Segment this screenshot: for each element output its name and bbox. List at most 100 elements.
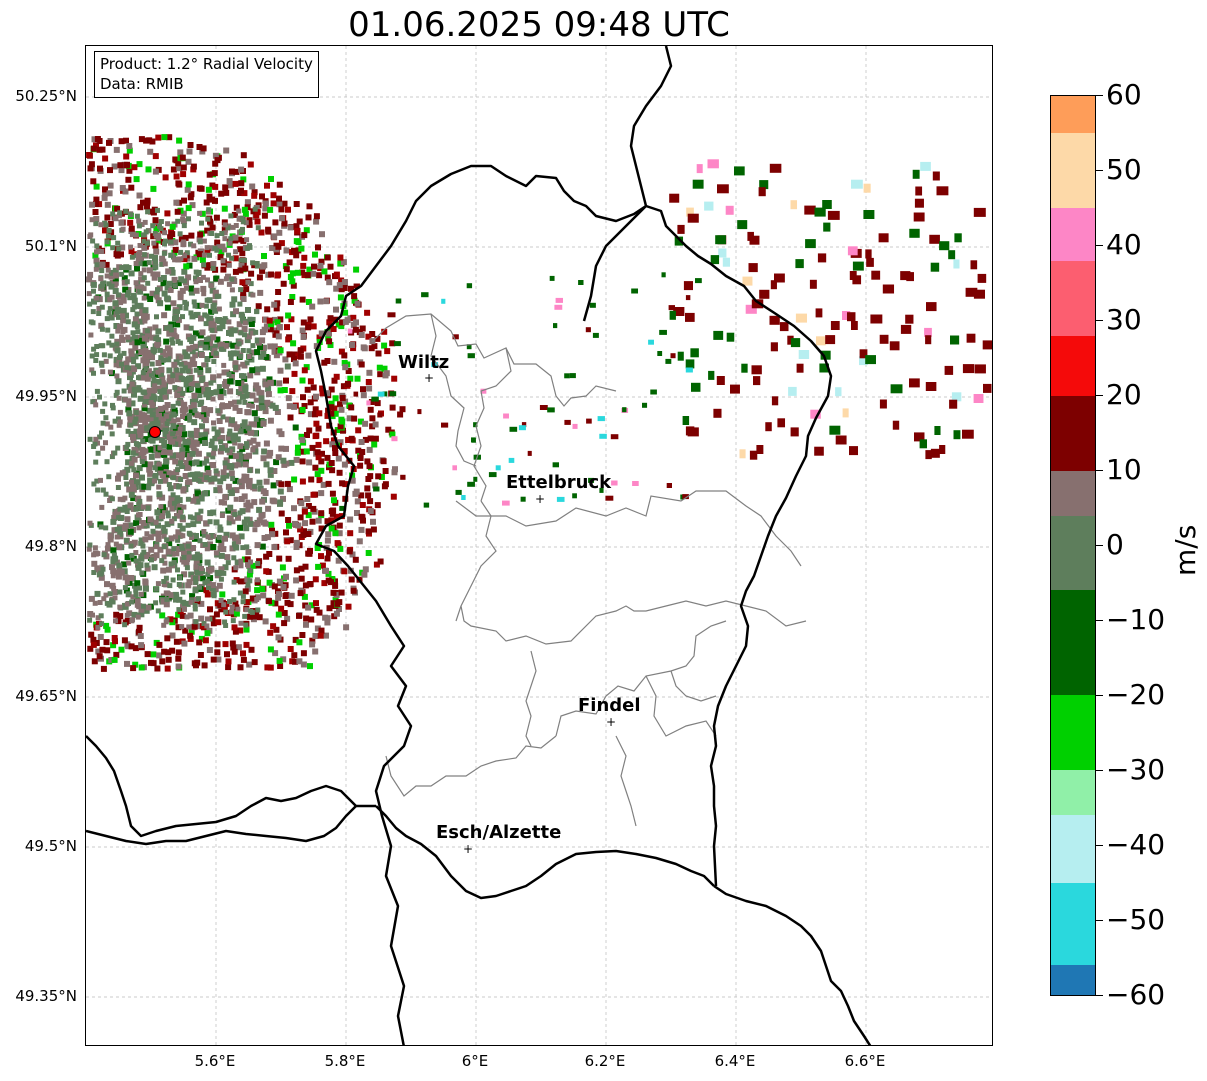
echo-pixel — [172, 283, 178, 289]
echo-pixel — [338, 589, 345, 596]
echo-pixel — [88, 631, 95, 638]
echo-pixel — [387, 312, 396, 318]
echo-pixel — [114, 347, 121, 354]
echo-pixel — [266, 551, 273, 557]
echo-pixel — [211, 533, 217, 539]
echo-pixel — [93, 216, 100, 222]
echo-pixel — [256, 479, 263, 486]
echo-pixel — [168, 267, 175, 273]
echo-pixel — [142, 399, 148, 405]
echo-pixel — [357, 455, 364, 461]
echo-pixel — [171, 407, 178, 414]
echo-pixel — [199, 257, 206, 263]
echo-pixel — [240, 593, 246, 599]
echo-pixel — [161, 528, 168, 535]
echo-pixel — [296, 658, 303, 665]
echo-pixel — [399, 406, 406, 413]
echo-pixel — [205, 367, 212, 374]
echo-pixel — [187, 413, 193, 418]
echo-pixel — [199, 623, 206, 630]
echo-pixel — [94, 344, 100, 349]
echo-pixel — [102, 401, 108, 407]
echo-pixel — [316, 272, 323, 279]
echo-pixel — [547, 407, 555, 413]
echo-pixel — [103, 415, 109, 421]
echo-pixel — [230, 618, 236, 624]
echo-pixel — [252, 483, 258, 489]
echo-pixel — [179, 407, 186, 414]
echo-pixel — [162, 261, 168, 267]
echo-pixel — [804, 205, 816, 215]
city-markers: +Wiltz+Ettelbruck+Findel+Esch/Alzette — [398, 352, 641, 856]
echo-pixel — [342, 309, 349, 316]
echo-pixel — [683, 281, 694, 291]
echo-pixel — [365, 528, 372, 535]
echo-pixel — [158, 219, 164, 224]
echo-pixel — [197, 393, 203, 399]
echo-pixel — [303, 615, 310, 622]
echo-pixel — [240, 656, 247, 663]
echo-pixel — [204, 475, 210, 481]
echo-pixel — [161, 250, 167, 256]
echo-pixel — [247, 502, 254, 509]
radar-site-marker[interactable] — [149, 426, 161, 438]
echo-pixel — [209, 585, 216, 592]
echo-pixel — [228, 470, 235, 477]
echo-pixel — [122, 504, 128, 510]
echo-pixel — [756, 445, 764, 454]
echo-pixel — [210, 374, 217, 381]
echo-pixel — [381, 365, 388, 372]
echo-pixel — [222, 535, 228, 542]
echo-pixel — [131, 304, 137, 310]
echo-pixel — [127, 387, 134, 394]
echo-pixel — [93, 358, 99, 363]
echo-pixel — [188, 628, 195, 635]
echo-pixel — [305, 531, 312, 537]
echo-pixel — [136, 375, 141, 381]
echo-pixel — [303, 364, 310, 371]
echo-pixel — [262, 200, 269, 207]
echo-pixel — [149, 370, 155, 377]
echo-pixel — [262, 408, 269, 415]
echo-pixel — [358, 332, 365, 338]
echo-pixel — [111, 515, 118, 521]
echo-pixel — [143, 607, 150, 614]
echo-pixel — [892, 420, 900, 430]
echo-pixel — [289, 270, 296, 277]
echo-pixel — [317, 298, 324, 305]
echo-pixel — [261, 212, 268, 219]
longitude-label: 6°E — [461, 1052, 489, 1070]
echo-pixel — [318, 510, 325, 517]
echo-pixel — [305, 503, 312, 509]
canton-border — [371, 313, 512, 502]
map-area[interactable]: + Wiltz + Ettelbruck + Findel + Esch/Alzette — [85, 45, 993, 1046]
echo-pixel — [905, 314, 914, 324]
echo-pixel — [240, 237, 247, 244]
echo-pixel — [125, 334, 131, 340]
echo-pixel — [202, 344, 209, 351]
echo-pixel — [128, 212, 134, 218]
echo-pixel — [138, 537, 145, 544]
echo-pixel — [153, 336, 159, 342]
echo-pixel — [100, 408, 106, 414]
echo-pixel — [139, 446, 146, 453]
echo-pixel — [216, 325, 223, 332]
echo-pixel — [133, 416, 139, 422]
echo-pixel — [194, 498, 201, 505]
echo-pixel — [269, 245, 276, 251]
echo-pixel — [125, 591, 132, 598]
echo-pixel — [126, 398, 132, 404]
echo-pixel — [249, 595, 256, 602]
echo-pixel — [88, 332, 94, 338]
echo-pixel — [431, 362, 439, 368]
echo-pixel — [328, 386, 335, 393]
echo-pixel — [234, 559, 241, 566]
latitude-label: 50.1°N — [24, 237, 77, 255]
echo-pixel — [129, 618, 135, 624]
echo-pixel — [316, 477, 323, 484]
echo-pixel — [169, 438, 176, 445]
echo-pixel — [180, 451, 186, 457]
echo-pixel — [271, 468, 278, 474]
echo-pixel — [301, 528, 307, 535]
echo-pixel — [805, 239, 816, 249]
